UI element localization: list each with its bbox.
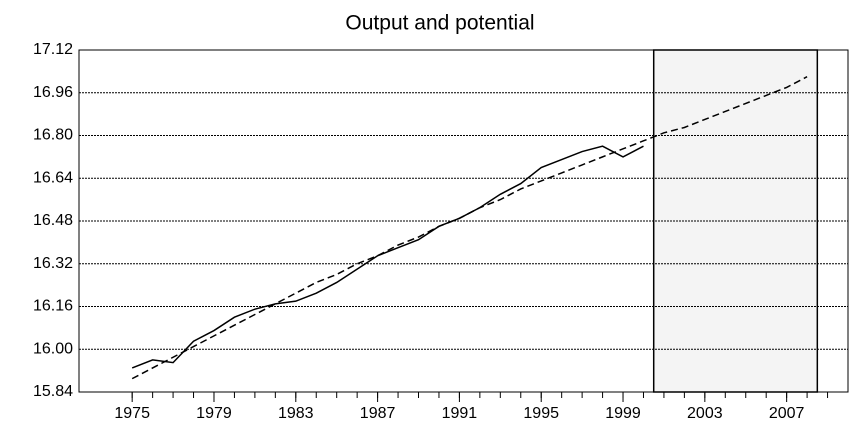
forecast-shade (652, 49, 819, 393)
series-line (131, 145, 644, 369)
chart-title: Output and potential (345, 12, 534, 35)
y-tick-label: 15.84 (33, 383, 73, 400)
y-tick-label: 17.12 (33, 41, 73, 58)
x-tick-label: 1979 (196, 405, 232, 422)
y-tick-label: 16.96 (33, 84, 73, 101)
x-tick-label: 1991 (442, 405, 478, 422)
y-tick-label: 16.16 (33, 298, 73, 315)
y-tick-label: 16.00 (33, 340, 73, 357)
y-tick-label: 16.48 (33, 212, 73, 229)
x-tick-label: 1987 (360, 405, 396, 422)
x-tick-label: 1983 (278, 405, 314, 422)
y-tick-label: 16.80 (33, 127, 73, 144)
x-tick-label: 2007 (769, 405, 805, 422)
x-tick-label: 1975 (114, 405, 150, 422)
y-tick-label: 16.32 (33, 255, 73, 272)
y-tick-label: 16.64 (33, 169, 73, 186)
series-line (131, 76, 808, 380)
x-tick-label: 2003 (687, 405, 723, 422)
x-tick-label: 1995 (523, 405, 559, 422)
plot-frame (78, 49, 849, 393)
x-tick-label: 1999 (605, 405, 641, 422)
